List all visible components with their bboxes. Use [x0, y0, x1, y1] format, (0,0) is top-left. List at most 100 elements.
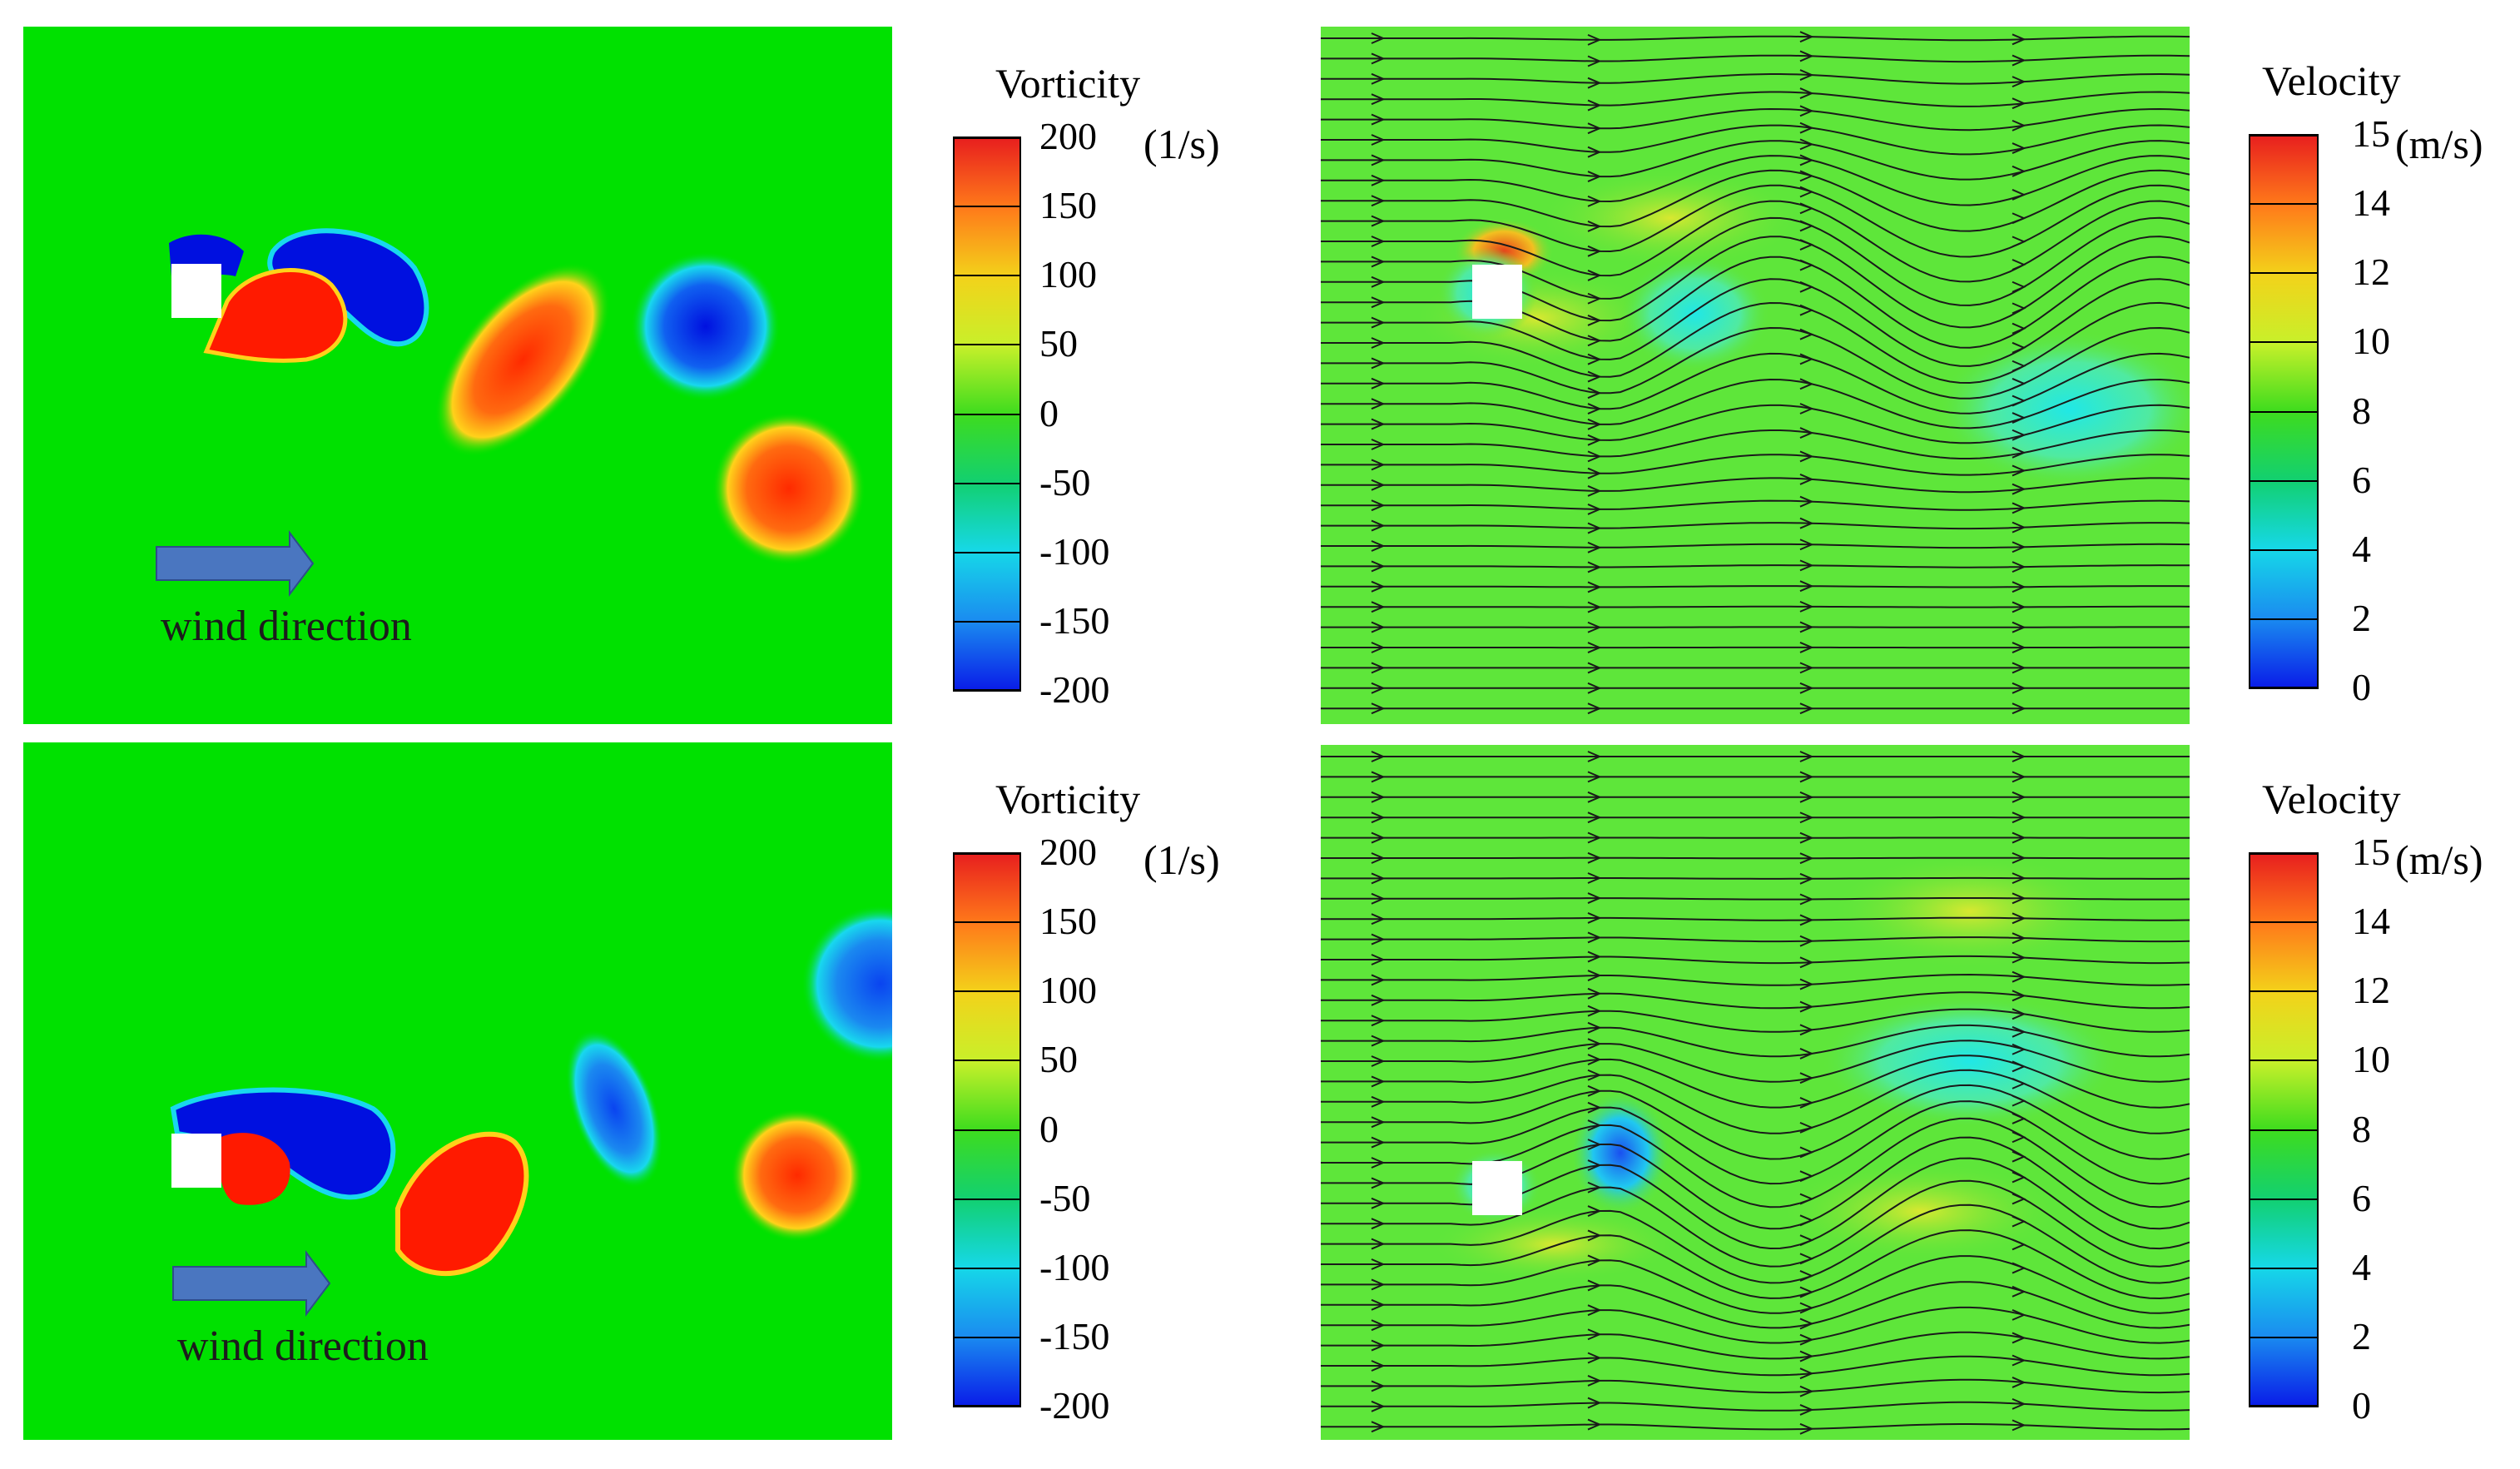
streamline-arrowhead [1587, 1159, 1602, 1171]
streamline [1321, 140, 2190, 181]
streamline-arrowhead [1587, 370, 1602, 383]
streamline-arrowhead [2012, 446, 2026, 459]
colorbar-tick [2249, 479, 2319, 482]
streamline-arrowhead [1799, 50, 1814, 62]
streamline [1321, 1100, 2190, 1185]
streamline-arrowhead [1799, 621, 1814, 633]
streamline-arrowhead [1371, 275, 1386, 288]
streamline-arrowhead [1371, 913, 1386, 926]
colorbar-tick-label: 10 [2352, 1038, 2390, 1081]
streamline-arrowhead [1799, 259, 1814, 271]
streamline-arrowhead [1371, 1157, 1386, 1169]
streamline-arrowhead [1587, 195, 1602, 207]
streamline [1321, 35, 2190, 42]
streamline [1321, 1179, 2190, 1268]
streamline-arrowhead [1587, 872, 1602, 884]
streamline [1321, 72, 2190, 85]
streamline-arrowhead [1799, 751, 1814, 762]
colorbar-tick [2249, 272, 2319, 275]
streamline [1321, 378, 2190, 429]
streamline-arrowhead [2012, 1008, 2026, 1020]
streamline-arrowhead [1587, 1397, 1602, 1409]
colorbar-tick [953, 206, 1021, 208]
streamline-arrowhead [2012, 791, 2026, 803]
streamline-arrowhead [1799, 538, 1814, 551]
streamline-arrowhead [2012, 1354, 2026, 1367]
streamline-arrowhead [1587, 1254, 1602, 1267]
streamline-arrowhead [1799, 304, 1814, 316]
streamline-arrowhead [1587, 851, 1602, 864]
streamline-arrowhead [2012, 464, 2026, 477]
streamline-arrowhead [1799, 220, 1814, 232]
streamline-arrowhead [2012, 33, 2026, 46]
streamline-arrowhead [1371, 831, 1386, 844]
vortex-blue [801, 905, 892, 1063]
colorbar-tick [2249, 1267, 2319, 1269]
streamline-arrowhead [1371, 195, 1386, 207]
streamline [1321, 605, 2190, 608]
streamline-arrowhead [1587, 1119, 1602, 1132]
streamline-arrowhead [1371, 1075, 1386, 1088]
streamline-arrowhead [1371, 398, 1386, 410]
streamline-arrowhead [1587, 892, 1602, 905]
streamline [1321, 278, 2190, 367]
streamline-arrowhead [1799, 403, 1814, 414]
streamline-arrowhead [1587, 467, 1602, 479]
colorbar-tick-label: 4 [2352, 527, 2371, 570]
streamline-arrowhead [1799, 1385, 1814, 1397]
streamline-arrowhead [1587, 831, 1602, 844]
colorbar-tick [2249, 1406, 2319, 1407]
streamline-arrowhead [1587, 1101, 1602, 1114]
streamline-arrowhead [1587, 1352, 1602, 1364]
streamline-arrowhead [1371, 1400, 1386, 1412]
streamline-arrowhead [2012, 1332, 2026, 1344]
streamline-arrowhead [1799, 69, 1814, 81]
colorbar-tick-label: 14 [2352, 181, 2390, 225]
colorbar-tick [2249, 1060, 2319, 1062]
colorbar-tick [2249, 1198, 2319, 1200]
velocity-streamline-plot-top [1321, 27, 2190, 724]
streamline-arrowhead [1587, 484, 1602, 497]
streamline-arrowhead [1799, 682, 1814, 694]
streamline [1321, 543, 2190, 549]
vorticity-contour-top [23, 27, 892, 724]
colorbar-tick-label: 0 [1039, 1107, 1059, 1150]
streamline-arrowhead [1799, 642, 1814, 653]
streamline-arrowhead [1371, 580, 1386, 593]
streamline-arrowhead [1587, 1054, 1602, 1065]
streamline-arrowhead [1587, 970, 1602, 981]
streamline-arrowhead [1587, 791, 1602, 803]
streamline-arrowhead [1799, 771, 1814, 783]
streamline-arrowhead [2012, 702, 2026, 715]
streamline-arrowhead [1799, 1170, 1814, 1183]
streamline-arrowhead [1799, 1350, 1814, 1362]
streamline-arrowhead [1587, 642, 1602, 654]
streamline-arrowhead [1587, 1069, 1602, 1081]
streamline [1321, 352, 2190, 414]
colorbar-tick-label: -100 [1039, 1245, 1110, 1288]
colorbar-tick [953, 1060, 1021, 1062]
colorbar-tick-label: 50 [1039, 322, 1078, 365]
streamline [1321, 155, 2190, 206]
streamline-arrowhead [1799, 1214, 1814, 1227]
colorbar-tick [953, 990, 1021, 993]
streamline-arrowhead [1371, 994, 1386, 1006]
streamline-arrowhead [1587, 1205, 1602, 1217]
streamline-arrowhead [2012, 1043, 2026, 1055]
colorbar-tick [953, 1198, 1021, 1200]
streamline-arrowhead [1799, 1000, 1814, 1013]
streamline-arrowhead [1587, 581, 1602, 593]
streamline-arrowhead [1799, 791, 1814, 803]
streamline-arrowhead [1587, 418, 1602, 430]
streamline-arrowhead [1799, 872, 1814, 885]
colorbar-tick [2249, 687, 2319, 689]
velocity-field-top [1321, 27, 2190, 724]
wind-direction-label: wind direction [177, 1323, 429, 1370]
obstacle-block [1472, 265, 1522, 319]
colorbar-tick-label: -50 [1039, 1176, 1091, 1219]
streamline-arrowhead [1587, 1139, 1602, 1151]
streamline [1321, 1040, 2190, 1083]
streamline-arrowhead [2012, 621, 2026, 633]
colorbar-tick-label: 50 [1039, 1038, 1078, 1081]
streamline-arrowhead [1371, 811, 1386, 824]
